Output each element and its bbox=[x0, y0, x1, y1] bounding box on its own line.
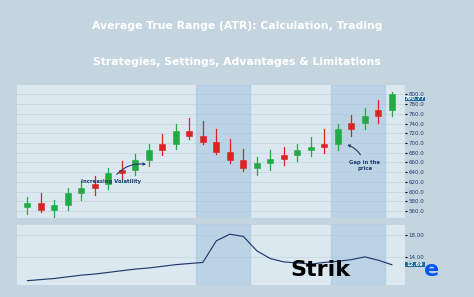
Bar bbox=[375, 110, 381, 116]
Bar bbox=[362, 116, 368, 123]
Text: Strategies, Settings, Advantages & Limitations: Strategies, Settings, Advantages & Limit… bbox=[93, 57, 381, 67]
Text: 790.77: 790.77 bbox=[405, 96, 425, 101]
Bar bbox=[92, 184, 98, 188]
Bar bbox=[240, 160, 246, 168]
Bar bbox=[254, 163, 260, 168]
Bar bbox=[78, 188, 84, 193]
Bar bbox=[200, 136, 206, 142]
Bar bbox=[65, 193, 71, 205]
Text: Average True Range (ATR): Calculation, Trading: Average True Range (ATR): Calculation, T… bbox=[92, 21, 382, 31]
Bar bbox=[348, 123, 355, 129]
Text: Gap in the
price: Gap in the price bbox=[348, 145, 380, 171]
Bar bbox=[24, 203, 30, 207]
Text: e: e bbox=[424, 260, 439, 279]
Bar bbox=[405, 262, 425, 267]
Bar bbox=[213, 142, 219, 152]
Bar bbox=[227, 152, 233, 160]
Text: Strik: Strik bbox=[291, 260, 351, 279]
Bar bbox=[405, 97, 425, 101]
Bar bbox=[331, 224, 385, 285]
Bar bbox=[132, 160, 138, 170]
Bar bbox=[331, 85, 385, 218]
Bar bbox=[196, 224, 250, 285]
Bar bbox=[51, 205, 57, 210]
Bar bbox=[146, 150, 152, 160]
Bar bbox=[308, 147, 314, 150]
Bar bbox=[186, 131, 192, 136]
Bar bbox=[294, 150, 301, 155]
Bar bbox=[173, 131, 179, 144]
Bar bbox=[38, 203, 44, 210]
Text: Increasing Volatility: Increasing Volatility bbox=[82, 163, 145, 184]
Bar bbox=[159, 144, 165, 150]
Bar bbox=[105, 173, 111, 184]
Bar bbox=[321, 144, 328, 147]
Bar bbox=[119, 170, 125, 173]
Bar bbox=[335, 129, 341, 144]
Bar bbox=[389, 94, 395, 110]
Bar bbox=[281, 155, 287, 159]
Text: 12.69: 12.69 bbox=[406, 262, 423, 267]
Bar bbox=[196, 85, 250, 218]
Bar bbox=[267, 159, 273, 163]
